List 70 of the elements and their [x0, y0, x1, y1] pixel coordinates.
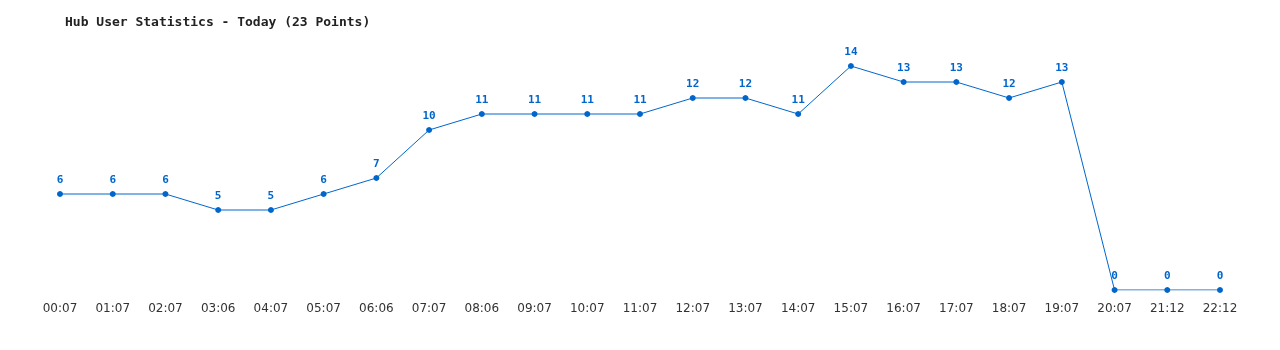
data-label: 12 [738, 77, 753, 90]
chart-title: Hub User Statistics - Today (23 Points) [65, 14, 371, 29]
point [1006, 95, 1013, 101]
point [689, 95, 696, 101]
x-tick-label: 19:07 [1044, 301, 1080, 315]
data-label: 11 [580, 93, 595, 106]
x-tick-label: 08:06 [464, 301, 500, 315]
x-tick-label: 21:12 [1149, 301, 1185, 315]
x-tick-label: 14:07 [780, 301, 816, 315]
data-label: 11 [527, 93, 542, 106]
x-tick-label: 17:07 [939, 301, 974, 315]
point [426, 127, 433, 133]
point [900, 79, 907, 85]
x-tick-label: 01:07 [95, 301, 131, 315]
point [584, 111, 591, 117]
x-tick-label: 05:07 [306, 301, 341, 315]
data-label: 11 [475, 93, 489, 106]
data-label: 11 [791, 93, 806, 106]
point [267, 207, 274, 213]
x-tick-label: 18:07 [991, 301, 1027, 315]
x-tick-label: 12:07 [675, 301, 711, 315]
data-label: 5 [214, 189, 222, 202]
x-tick-label: 11:07 [622, 301, 658, 315]
point [109, 191, 116, 197]
point [1164, 287, 1171, 293]
point [373, 175, 380, 181]
data-label: 13 [949, 61, 963, 74]
point [1217, 287, 1223, 293]
point [162, 191, 169, 197]
x-tick-label: 20:07 [1097, 301, 1132, 315]
data-label: 6 [109, 173, 117, 186]
x-tick-label: 09:07 [517, 301, 552, 315]
point [215, 207, 222, 213]
point [1111, 287, 1118, 293]
data-label: 6 [162, 173, 170, 186]
point [531, 111, 538, 117]
x-tick-label: 02:07 [148, 301, 183, 315]
data-label: 5 [267, 189, 275, 202]
data-label: 13 [897, 61, 911, 74]
point [953, 79, 960, 85]
point [847, 63, 854, 69]
point [57, 191, 63, 197]
x-tick-label: 13:07 [728, 301, 763, 315]
x-tick-label: 22:12 [1202, 301, 1238, 315]
point [742, 95, 749, 101]
point [1058, 79, 1065, 85]
data-label: 0 [1111, 269, 1118, 282]
data-label: 7 [373, 157, 380, 170]
point [795, 111, 802, 117]
data-label: 13 [1055, 61, 1069, 74]
x-tick-label: 16:07 [886, 301, 921, 315]
data-label: 10 [422, 109, 436, 122]
data-label: 12 [686, 77, 700, 90]
x-tick-label: 15:07 [833, 301, 869, 315]
x-tick-label: 10:07 [569, 301, 605, 315]
data-label: 6 [56, 173, 64, 186]
x-tick-label: 07:07 [411, 301, 447, 315]
x-tick-label: 03:06 [200, 301, 236, 315]
x-tick-label: 00:07 [42, 301, 78, 315]
data-label: 14 [844, 45, 858, 58]
point [478, 111, 485, 117]
data-label: 12 [1002, 77, 1016, 90]
data-label: 6 [320, 173, 328, 186]
data-label: 0 [1163, 269, 1171, 282]
point [320, 191, 327, 197]
data-label: 0 [1216, 269, 1224, 282]
x-tick-label: 06:06 [359, 301, 394, 315]
point [637, 111, 643, 117]
x-tick-label: 04:07 [253, 301, 289, 315]
data-label: 11 [633, 93, 647, 106]
